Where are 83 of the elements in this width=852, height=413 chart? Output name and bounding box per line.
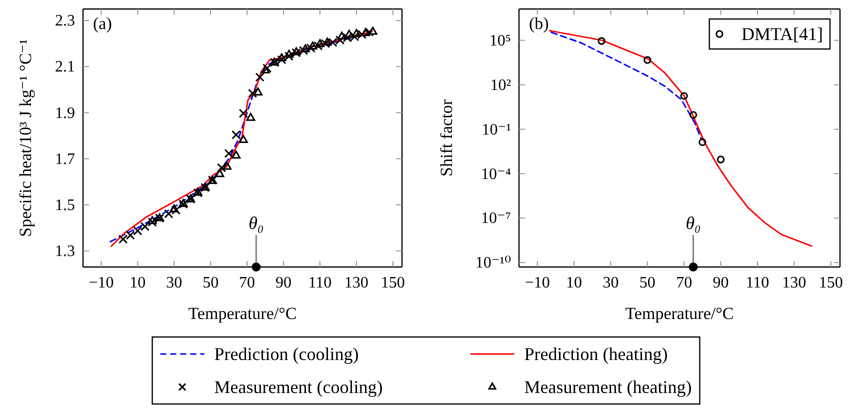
legend-label: Measurement (cooling) <box>214 377 383 397</box>
point <box>148 216 157 224</box>
point <box>284 50 294 58</box>
y-tick-label: 1.7 <box>55 150 75 168</box>
x-tick-label: 150 <box>380 274 405 292</box>
y-tick-label: 10⁵ <box>489 32 511 50</box>
y-tick-label: 10² <box>490 76 512 94</box>
point <box>140 222 150 232</box>
point <box>254 88 262 96</box>
x-tick-label: 90 <box>276 274 292 292</box>
x-tick-label: 30 <box>166 274 182 292</box>
point <box>232 130 241 140</box>
x-tick-label: 50 <box>639 274 656 292</box>
point <box>322 38 332 46</box>
point <box>315 39 324 48</box>
point <box>238 108 248 118</box>
ref-line-label: θ₀ <box>686 213 701 233</box>
x-tick-label: 90 <box>712 274 729 292</box>
point <box>716 156 725 164</box>
point <box>255 72 264 82</box>
point <box>246 112 256 121</box>
point <box>598 37 606 45</box>
x-tick-label: 70 <box>676 274 692 292</box>
y-tick-label: 2.1 <box>55 58 75 76</box>
y-axis-title: Shift factor <box>437 99 456 176</box>
point <box>308 41 318 50</box>
x-tick-label: 10 <box>130 274 146 292</box>
y-tick-label: 10⁻¹ <box>482 121 512 138</box>
point <box>262 64 272 73</box>
point <box>222 162 232 170</box>
point <box>238 135 248 143</box>
legend-label: Prediction (heating) <box>524 344 668 364</box>
point <box>170 204 179 212</box>
x-axis-title: Temperature/°C <box>625 304 734 323</box>
annotation: (b) <box>529 14 549 33</box>
point <box>300 44 310 52</box>
x-tick-label: 150 <box>818 274 843 292</box>
x-axis-title: Temperature/°C <box>188 304 297 323</box>
y-tick-label: 10⁻⁴ <box>480 166 512 183</box>
y-tick-label: 1.3 <box>55 242 75 260</box>
point <box>164 209 174 218</box>
y-tick-label: 2.3 <box>55 12 75 30</box>
point <box>216 163 226 172</box>
point <box>344 30 354 38</box>
y-tick-label: 1.9 <box>55 104 75 122</box>
point <box>698 138 706 146</box>
x-tick-label: 130 <box>344 274 368 292</box>
x-tick-label: 70 <box>239 274 256 292</box>
ref-line-label: θ₀ <box>248 213 264 233</box>
line-series <box>550 32 702 140</box>
point <box>215 169 224 178</box>
x-tick-label: −10 <box>88 274 114 292</box>
x-tick-label: −10 <box>524 274 550 292</box>
point <box>148 218 157 227</box>
y-axis-title: Specific heat/10³ J kg⁻¹ °C⁻¹ <box>16 39 35 237</box>
y-tick-label: 1.5 <box>55 196 75 214</box>
y-tick-label: 10⁻¹⁰ <box>475 254 511 272</box>
point <box>171 206 181 215</box>
point <box>118 234 128 244</box>
point <box>689 111 698 119</box>
point <box>224 148 234 158</box>
point <box>337 32 346 40</box>
point <box>361 28 370 36</box>
point <box>133 226 142 236</box>
point <box>644 56 652 64</box>
legend-label: Prediction (cooling) <box>214 344 359 364</box>
x-tick-label: 10 <box>566 274 582 292</box>
point <box>368 26 378 35</box>
point <box>126 230 135 240</box>
point <box>232 150 241 159</box>
legend-label: DMTA[41] <box>741 24 823 44</box>
x-tick-label: 110 <box>308 274 332 292</box>
x-tick-label: 130 <box>782 274 806 292</box>
point <box>680 92 688 100</box>
x-tick-label: 110 <box>746 274 770 292</box>
x-tick-label: 50 <box>202 274 219 292</box>
point <box>248 88 258 98</box>
x-tick-label: 30 <box>602 274 619 292</box>
y-tick-label: 10⁻⁷ <box>480 210 511 228</box>
point <box>260 65 270 74</box>
legend-label: Measurement (heating) <box>524 377 692 397</box>
annotation: (a) <box>93 14 112 33</box>
point <box>277 53 286 62</box>
